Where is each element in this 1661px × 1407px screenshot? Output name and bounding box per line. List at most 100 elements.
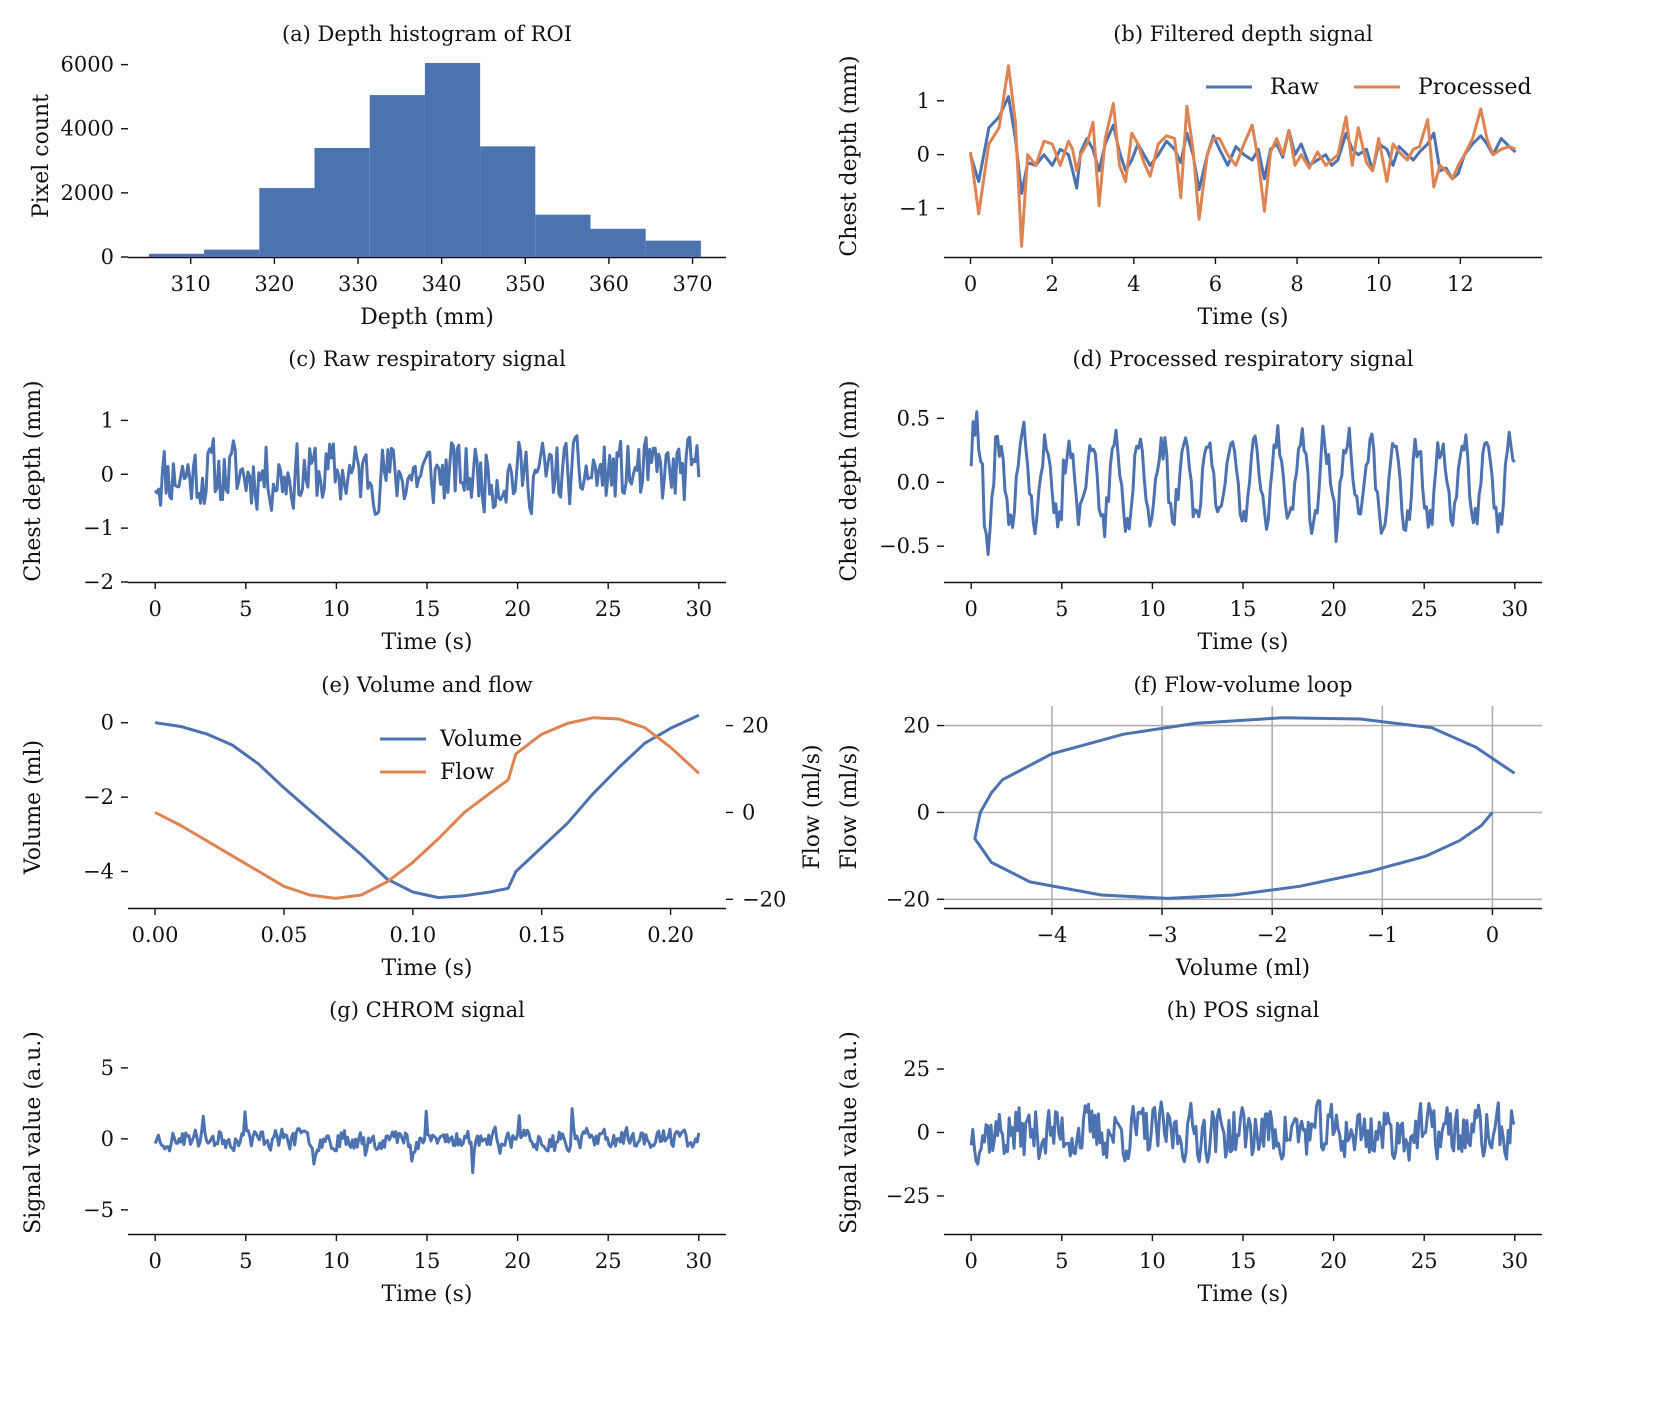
histogram-bar <box>204 249 260 257</box>
x-tick-label: 4 <box>1127 272 1140 296</box>
chart-title: (b) Filtered depth signal <box>1113 22 1373 46</box>
x-tick-label: 0 <box>148 597 161 621</box>
y-tick-label: 0 <box>917 143 930 167</box>
x-tick-label: 30 <box>685 597 712 621</box>
x-axis-label: Volume (ml) <box>1175 956 1310 981</box>
x-tick-label: 30 <box>1501 597 1528 621</box>
x-tick-label: 15 <box>414 1249 441 1273</box>
series-line-flow <box>154 716 700 900</box>
x-axis-label: Time (s) <box>1197 1282 1288 1307</box>
x-tick-label: 30 <box>1501 1249 1528 1273</box>
y-tick-label: 5 <box>101 1056 114 1080</box>
x-axis-label: Time (s) <box>381 1282 472 1307</box>
x-tick-label: 330 <box>338 272 378 296</box>
y-tick-label: 0 <box>101 462 114 486</box>
y-tick-label: −2 <box>83 785 114 809</box>
y-tick-label: 2000 <box>61 181 114 205</box>
chart-title: (f) Flow-volume loop <box>1133 673 1352 697</box>
chart-title: (d) Processed respiratory signal <box>1073 347 1414 371</box>
y-axis-label: Signal value (a.u.) <box>837 1031 862 1234</box>
x-axis-label: Time (s) <box>381 956 472 981</box>
series-line-raw <box>969 95 1517 195</box>
y-right-tick-label: 0 <box>742 800 755 824</box>
y-tick-label: −20 <box>886 887 930 911</box>
panel-d: (d) Processed respiratory signal 0 5 10 15 20… <box>837 347 1542 655</box>
histogram-bar <box>424 63 481 258</box>
histogram-bar <box>645 240 701 257</box>
legend-label: Raw <box>1270 75 1319 100</box>
y-axis-label: Pixel count <box>29 94 54 218</box>
histogram-bar <box>314 147 370 257</box>
x-tick-label: 6 <box>1209 272 1222 296</box>
x-tick-label: 2 <box>1045 272 1058 296</box>
x-tick-label: 20 <box>1320 1249 1347 1273</box>
x-tick-label: 5 <box>1055 597 1068 621</box>
x-tick-label: 10 <box>1139 1249 1166 1273</box>
panel-a: (a) Depth histogram of ROI 310 320 330 340 35… <box>29 22 726 330</box>
x-tick-label: 0.05 <box>261 923 308 947</box>
histogram-bar <box>535 214 591 257</box>
x-tick-label: 15 <box>1230 597 1257 621</box>
chart-title: (c) Raw respiratory signal <box>288 347 566 371</box>
panel-b: (b) Filtered depth signal 0 2 4 6 8 10 12 −1 0 1 Ti… <box>837 22 1542 330</box>
x-tick-label: 0 <box>964 597 977 621</box>
x-tick-label: 370 <box>672 272 712 296</box>
x-tick-label: 0.20 <box>647 923 694 947</box>
x-tick-label: 0.15 <box>518 923 565 947</box>
x-tick-label: 5 <box>1055 1249 1068 1273</box>
x-axis-label: Time (s) <box>1197 305 1288 330</box>
y-axis-label: Signal value (a.u.) <box>21 1031 46 1234</box>
y-tick-label: −5 <box>83 1198 114 1222</box>
y-tick-label: 1 <box>917 89 930 113</box>
series-line-signal <box>969 410 1516 556</box>
y-tick-label: −4 <box>83 860 114 884</box>
y-tick-label: 0 <box>101 1127 114 1151</box>
x-axis-label: Time (s) <box>381 630 472 655</box>
panel-f: (f) Flow-volume loop −4 −3 −2 −1 0 −20 0 20 Volum… <box>837 673 1542 981</box>
y-axis-label: Chest depth (mm) <box>21 380 46 581</box>
x-tick-label: 10 <box>1139 597 1166 621</box>
x-tick-label: 15 <box>414 597 441 621</box>
x-tick-label: 0 <box>148 1249 161 1273</box>
x-tick-label: 5 <box>239 597 252 621</box>
x-tick-label: 0 <box>964 272 977 296</box>
y-axis-label: Chest depth (mm) <box>837 380 862 581</box>
panel-e: (e) Volume and flow 0.00 0.05 0.10 0.15 0.20 −… <box>21 673 825 981</box>
x-tick-label: 0.10 <box>389 923 436 947</box>
x-tick-label: 350 <box>505 272 545 296</box>
x-tick-label: 25 <box>595 1249 622 1273</box>
x-tick-label: 20 <box>1320 597 1347 621</box>
x-tick-label: 25 <box>595 597 622 621</box>
x-tick-label: −2 <box>1257 923 1288 947</box>
series-line-signal <box>973 716 1516 900</box>
x-tick-label: 5 <box>239 1249 252 1273</box>
x-tick-label: −3 <box>1147 923 1178 947</box>
histogram-bar <box>259 188 315 257</box>
x-tick-label: 340 <box>422 272 462 296</box>
histogram-bar <box>480 146 536 257</box>
series-line-signal <box>153 434 701 516</box>
x-tick-label: 360 <box>589 272 629 296</box>
y-right-tick-label: −20 <box>742 887 786 911</box>
x-tick-label: 20 <box>504 1249 531 1273</box>
panel-g: (g) CHROM signal 0 5 10 15 20 25 30 −5 0 5 Time (s)… <box>21 998 726 1307</box>
x-tick-label: 0 <box>1486 923 1499 947</box>
y-tick-label: −1 <box>899 197 930 221</box>
series-line-volume <box>154 713 700 900</box>
y-tick-label: 0 <box>917 1121 930 1145</box>
x-tick-label: 25 <box>1411 1249 1438 1273</box>
y-tick-label: 0 <box>101 711 114 735</box>
x-tick-label: 10 <box>1365 272 1392 296</box>
x-tick-label: 20 <box>504 597 531 621</box>
x-tick-label: 25 <box>1411 597 1438 621</box>
y-tick-label: −2 <box>83 570 114 594</box>
legend-label: Processed <box>1418 75 1532 100</box>
y-tick-label: 0 <box>101 245 114 269</box>
chart-title: (e) Volume and flow <box>321 673 532 697</box>
y-tick-label: 0.5 <box>897 406 930 430</box>
y-right-axis-label: Flow (ml/s) <box>800 744 825 869</box>
x-tick-label: 15 <box>1230 1249 1257 1273</box>
x-axis-label: Depth (mm) <box>360 305 494 330</box>
